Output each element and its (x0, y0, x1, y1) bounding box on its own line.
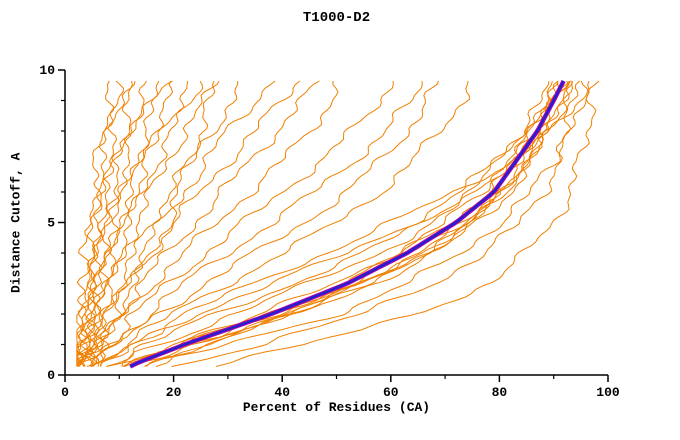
model-curve (99, 80, 600, 367)
model-curve (97, 80, 440, 367)
y-tick-label: 10 (39, 63, 55, 78)
y-axis-title: Distance Cutoff, A (8, 152, 24, 293)
model-curve (124, 80, 569, 367)
model-curve (76, 80, 220, 367)
model-curve (76, 80, 160, 367)
x-tick-label: 40 (274, 385, 290, 400)
model-curve (91, 80, 550, 367)
chart-title: T1000-D2 (302, 10, 371, 26)
model-curve (215, 80, 597, 367)
model-curve (76, 80, 423, 367)
x-axis-title: Percent of Residues (CA) (242, 400, 431, 415)
model-curve (155, 80, 573, 367)
model-curve (100, 80, 470, 367)
x-tick-label: 0 (61, 385, 69, 400)
model-curve (76, 80, 216, 367)
model-curve (76, 80, 115, 367)
model-curve (79, 80, 239, 367)
model-curve (86, 80, 394, 367)
model-curve (124, 80, 572, 367)
model-curve (106, 81, 560, 367)
model-curve (76, 80, 124, 367)
model-curve (76, 80, 136, 367)
y-tick-label: 5 (47, 216, 55, 231)
model-curve (130, 80, 559, 367)
model-curve (76, 80, 173, 367)
model-curve (171, 80, 590, 367)
model-curve (144, 80, 581, 367)
model-curve (131, 80, 572, 367)
x-tick-label: 20 (166, 385, 182, 400)
consensus-curve (129, 80, 565, 368)
x-tick-label: 80 (492, 385, 508, 400)
x-tick-label: 60 (383, 385, 399, 400)
model-curve (76, 80, 133, 367)
y-tick-label: 0 (47, 368, 55, 383)
model-curve (76, 80, 204, 367)
model-curve (146, 80, 573, 367)
x-tick-label: 100 (596, 385, 620, 400)
model-curve (76, 80, 301, 367)
model-curve (106, 81, 570, 367)
